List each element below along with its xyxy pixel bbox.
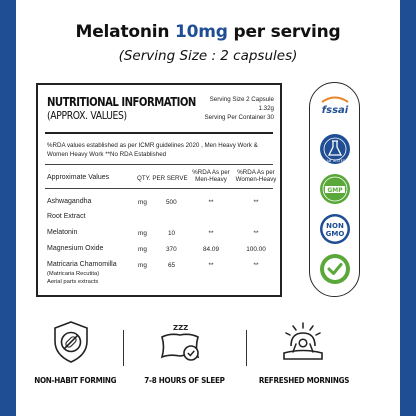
serving-info: Serving Size 2 Capsule 1.32g Serving Per… — [204, 96, 274, 121]
feature-label-sleep: 7-8 HOURS OF SLEEP — [144, 376, 225, 385]
serving-size-subtitle: (Serving Size : 2 capsules) — [118, 48, 298, 64]
nutrition-panel: NUTRITIONAL INFORMATION (APPROX. VALUES)… — [36, 83, 282, 297]
panel-title: NUTRITIONAL INFORMATION — [47, 95, 196, 109]
gmp-text: GMP — [327, 187, 343, 194]
headline-dose: 10mg — [175, 22, 228, 42]
panel-rule-header — [45, 188, 273, 189]
certification-badges: fssai LAB TESTED GMP NON GMO — [309, 82, 360, 297]
no-habit-icon — [54, 321, 88, 363]
panel-heading: NUTRITIONAL INFORMATION (APPROX. VALUES) — [47, 95, 224, 123]
sunrise-wake-icon — [283, 322, 323, 360]
right-brand-stripe — [400, 0, 416, 416]
feature-divider — [246, 330, 247, 366]
fssai-logo-icon: fssai — [321, 96, 349, 116]
row-note-latin-name: (Matricaria Recutita) — [47, 271, 100, 277]
non-text: NON — [326, 222, 344, 230]
feature-label-mornings: REFRESHED MORNINGS — [258, 376, 350, 385]
col-header-women: %RDA As per Women-Heavy — [235, 169, 277, 183]
left-brand-stripe — [0, 0, 16, 416]
vegetarian-check-icon — [320, 254, 350, 284]
col-header-name: Approximate Values — [47, 174, 110, 181]
col-header-men: %RDA As per Men-Heavy — [192, 169, 230, 183]
fssai-text: fssai — [322, 105, 349, 116]
non-gmo-icon: NON GMO — [320, 214, 350, 244]
rda-note: %RDA values established as per ICMR guid… — [47, 142, 258, 158]
row-note-part: Aerial parts extracts — [47, 279, 99, 285]
feature-divider — [123, 330, 124, 366]
zzz-text: ZZZ — [173, 324, 188, 332]
panel-rule-mid — [45, 164, 273, 165]
col-header-qty: QTY. PER SERVE — [137, 175, 188, 182]
lab-tested-icon: LAB TESTED — [320, 134, 350, 164]
headline: Melatonin 10mg per serving — [75, 22, 341, 42]
panel-rule-top — [45, 132, 273, 134]
lab-tested-text: LAB TESTED — [325, 159, 346, 163]
feature-label-non-habit: NON-HABIT FORMING — [34, 376, 117, 385]
gmo-text: GMO — [326, 230, 345, 238]
gmp-certified-icon: GMP — [320, 174, 350, 204]
panel-subtitle: (APPROX. VALUES) — [47, 109, 127, 122]
pillow-sleep-icon: ZZZ — [160, 324, 200, 361]
